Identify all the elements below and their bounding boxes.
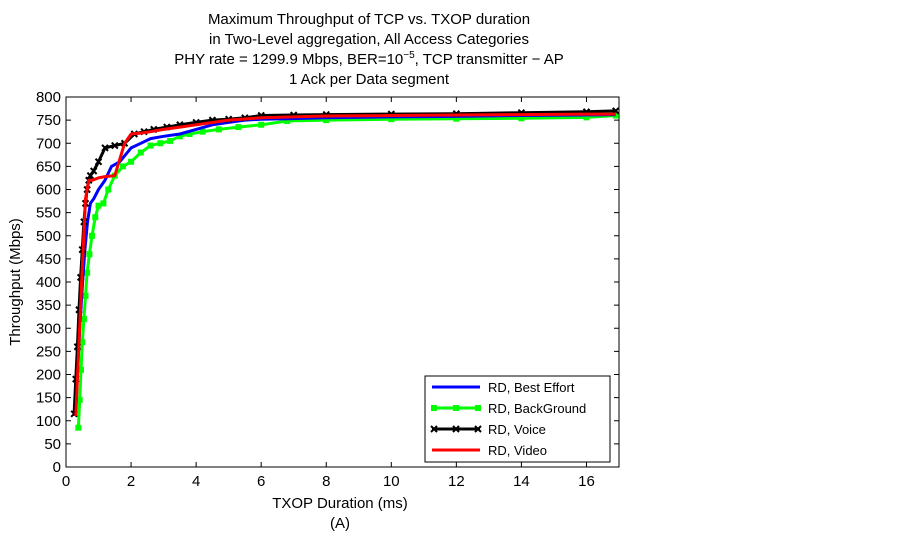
data-point: [89, 232, 96, 239]
legend-label: RD, Best Effort: [488, 380, 575, 395]
x-tick-label: 14: [513, 473, 530, 490]
x-tick-label: 4: [192, 473, 200, 490]
series-line: [74, 112, 616, 417]
x-axis: 0 2 4 6 8 10 12 14 16: [62, 97, 595, 490]
legend-label: RD, BackGround: [488, 401, 586, 416]
legend-box: [424, 375, 611, 463]
x-axis-label: TXOP Duration (ms): [272, 495, 408, 512]
data-point: [147, 142, 154, 149]
series-rd-voice: [70, 107, 620, 418]
data-point: [89, 167, 98, 175]
y-tick-label: 800: [36, 89, 61, 106]
data-point: [199, 128, 206, 135]
chart-title: Maximum Throughput of TCP vs. TXOP durat…: [174, 11, 564, 88]
series-line: [72, 109, 616, 414]
x-tick-label: 16: [578, 473, 595, 490]
legend-marker: [430, 425, 438, 433]
legend-marker: [452, 425, 460, 433]
y-tick-label: 650: [36, 158, 61, 175]
y-tick-label: 250: [36, 343, 61, 360]
x-tick-label: 8: [322, 473, 330, 490]
data-point: [84, 269, 91, 276]
series-rd-background: [75, 112, 619, 431]
legend-marker: [474, 425, 482, 433]
data-point: [157, 140, 164, 147]
data-point: [75, 424, 82, 431]
legend-item: RD, Best Effort: [432, 380, 575, 395]
legend-item: RD, Video: [432, 443, 547, 458]
chart-caption: (A): [330, 515, 350, 532]
y-tick-label: 350: [36, 297, 61, 314]
data-point: [94, 158, 103, 166]
x-tick-label: 10: [383, 473, 400, 490]
title-ber-exponent: −5: [403, 50, 415, 61]
y-tick-label: 200: [36, 367, 61, 384]
y-tick-label: 700: [36, 135, 61, 152]
data-point: [167, 137, 174, 144]
legend-item: RD, Voice: [430, 422, 546, 437]
legend-marker: [475, 405, 481, 411]
x-tick-label: 2: [127, 473, 135, 490]
title-line-2: in Two-Level aggregation, All Access Cat…: [209, 31, 529, 48]
y-tick-label: 400: [36, 274, 61, 291]
y-tick-label: 0: [53, 459, 61, 476]
y-tick-label: 550: [36, 205, 61, 222]
series-rd-video: [74, 112, 616, 417]
data-point: [100, 200, 107, 207]
x-tick-label: 0: [62, 473, 70, 490]
data-point: [105, 186, 112, 193]
y-tick-label: 150: [36, 390, 61, 407]
legend-label: RD, Voice: [488, 422, 546, 437]
data-point: [119, 163, 126, 170]
data-point: [128, 158, 135, 165]
y-tick-label: 600: [36, 182, 61, 199]
data-point: [92, 214, 99, 221]
data-point: [86, 251, 93, 258]
title-line-3-suffix: , TCP transmitter − AP: [415, 51, 564, 68]
data-point: [101, 144, 109, 152]
series-line: [73, 113, 616, 417]
legend-item: RD, BackGround: [431, 401, 586, 416]
y-tick-label: 300: [36, 320, 61, 337]
y-axis-label: Throughput (Mbps): [7, 218, 24, 346]
title-line-3-main: PHY rate = 1299.9 Mbps, BER=10: [174, 51, 403, 68]
y-tick-label: 500: [36, 228, 61, 245]
y-tick-label: 750: [36, 112, 61, 129]
data-point: [137, 149, 144, 156]
title-line-4: 1 Ack per Data segment: [289, 71, 450, 88]
x-tick-label: 6: [257, 473, 265, 490]
y-tick-label: 100: [36, 413, 61, 430]
data-point: [111, 141, 119, 150]
title-line-3: PHY rate = 1299.9 Mbps, BER=10−5, TCP tr…: [174, 50, 564, 68]
legend: RD, Best Effort RD, BackGround RD, Voice RD…: [424, 375, 611, 463]
legend-marker: [453, 405, 459, 411]
x-tick-label: 12: [448, 473, 465, 490]
data-point: [235, 124, 242, 131]
data-point: [95, 202, 102, 209]
data-point: [80, 316, 87, 322]
legend-label: RD, Video: [488, 443, 547, 458]
data-point: [82, 292, 89, 299]
y-axis: 0 50 100 150 200 250 300 350 400 450 500 550 600 650 7…: [36, 89, 619, 476]
series-layer: [70, 107, 620, 431]
data-point: [215, 126, 222, 133]
y-tick-label: 450: [36, 251, 61, 268]
data-point: [258, 121, 265, 128]
legend-marker: [431, 405, 437, 411]
y-tick-label: 50: [44, 436, 61, 453]
title-line-1: Maximum Throughput of TCP vs. TXOP durat…: [208, 11, 530, 28]
series-rd-best-effort: [73, 113, 616, 417]
